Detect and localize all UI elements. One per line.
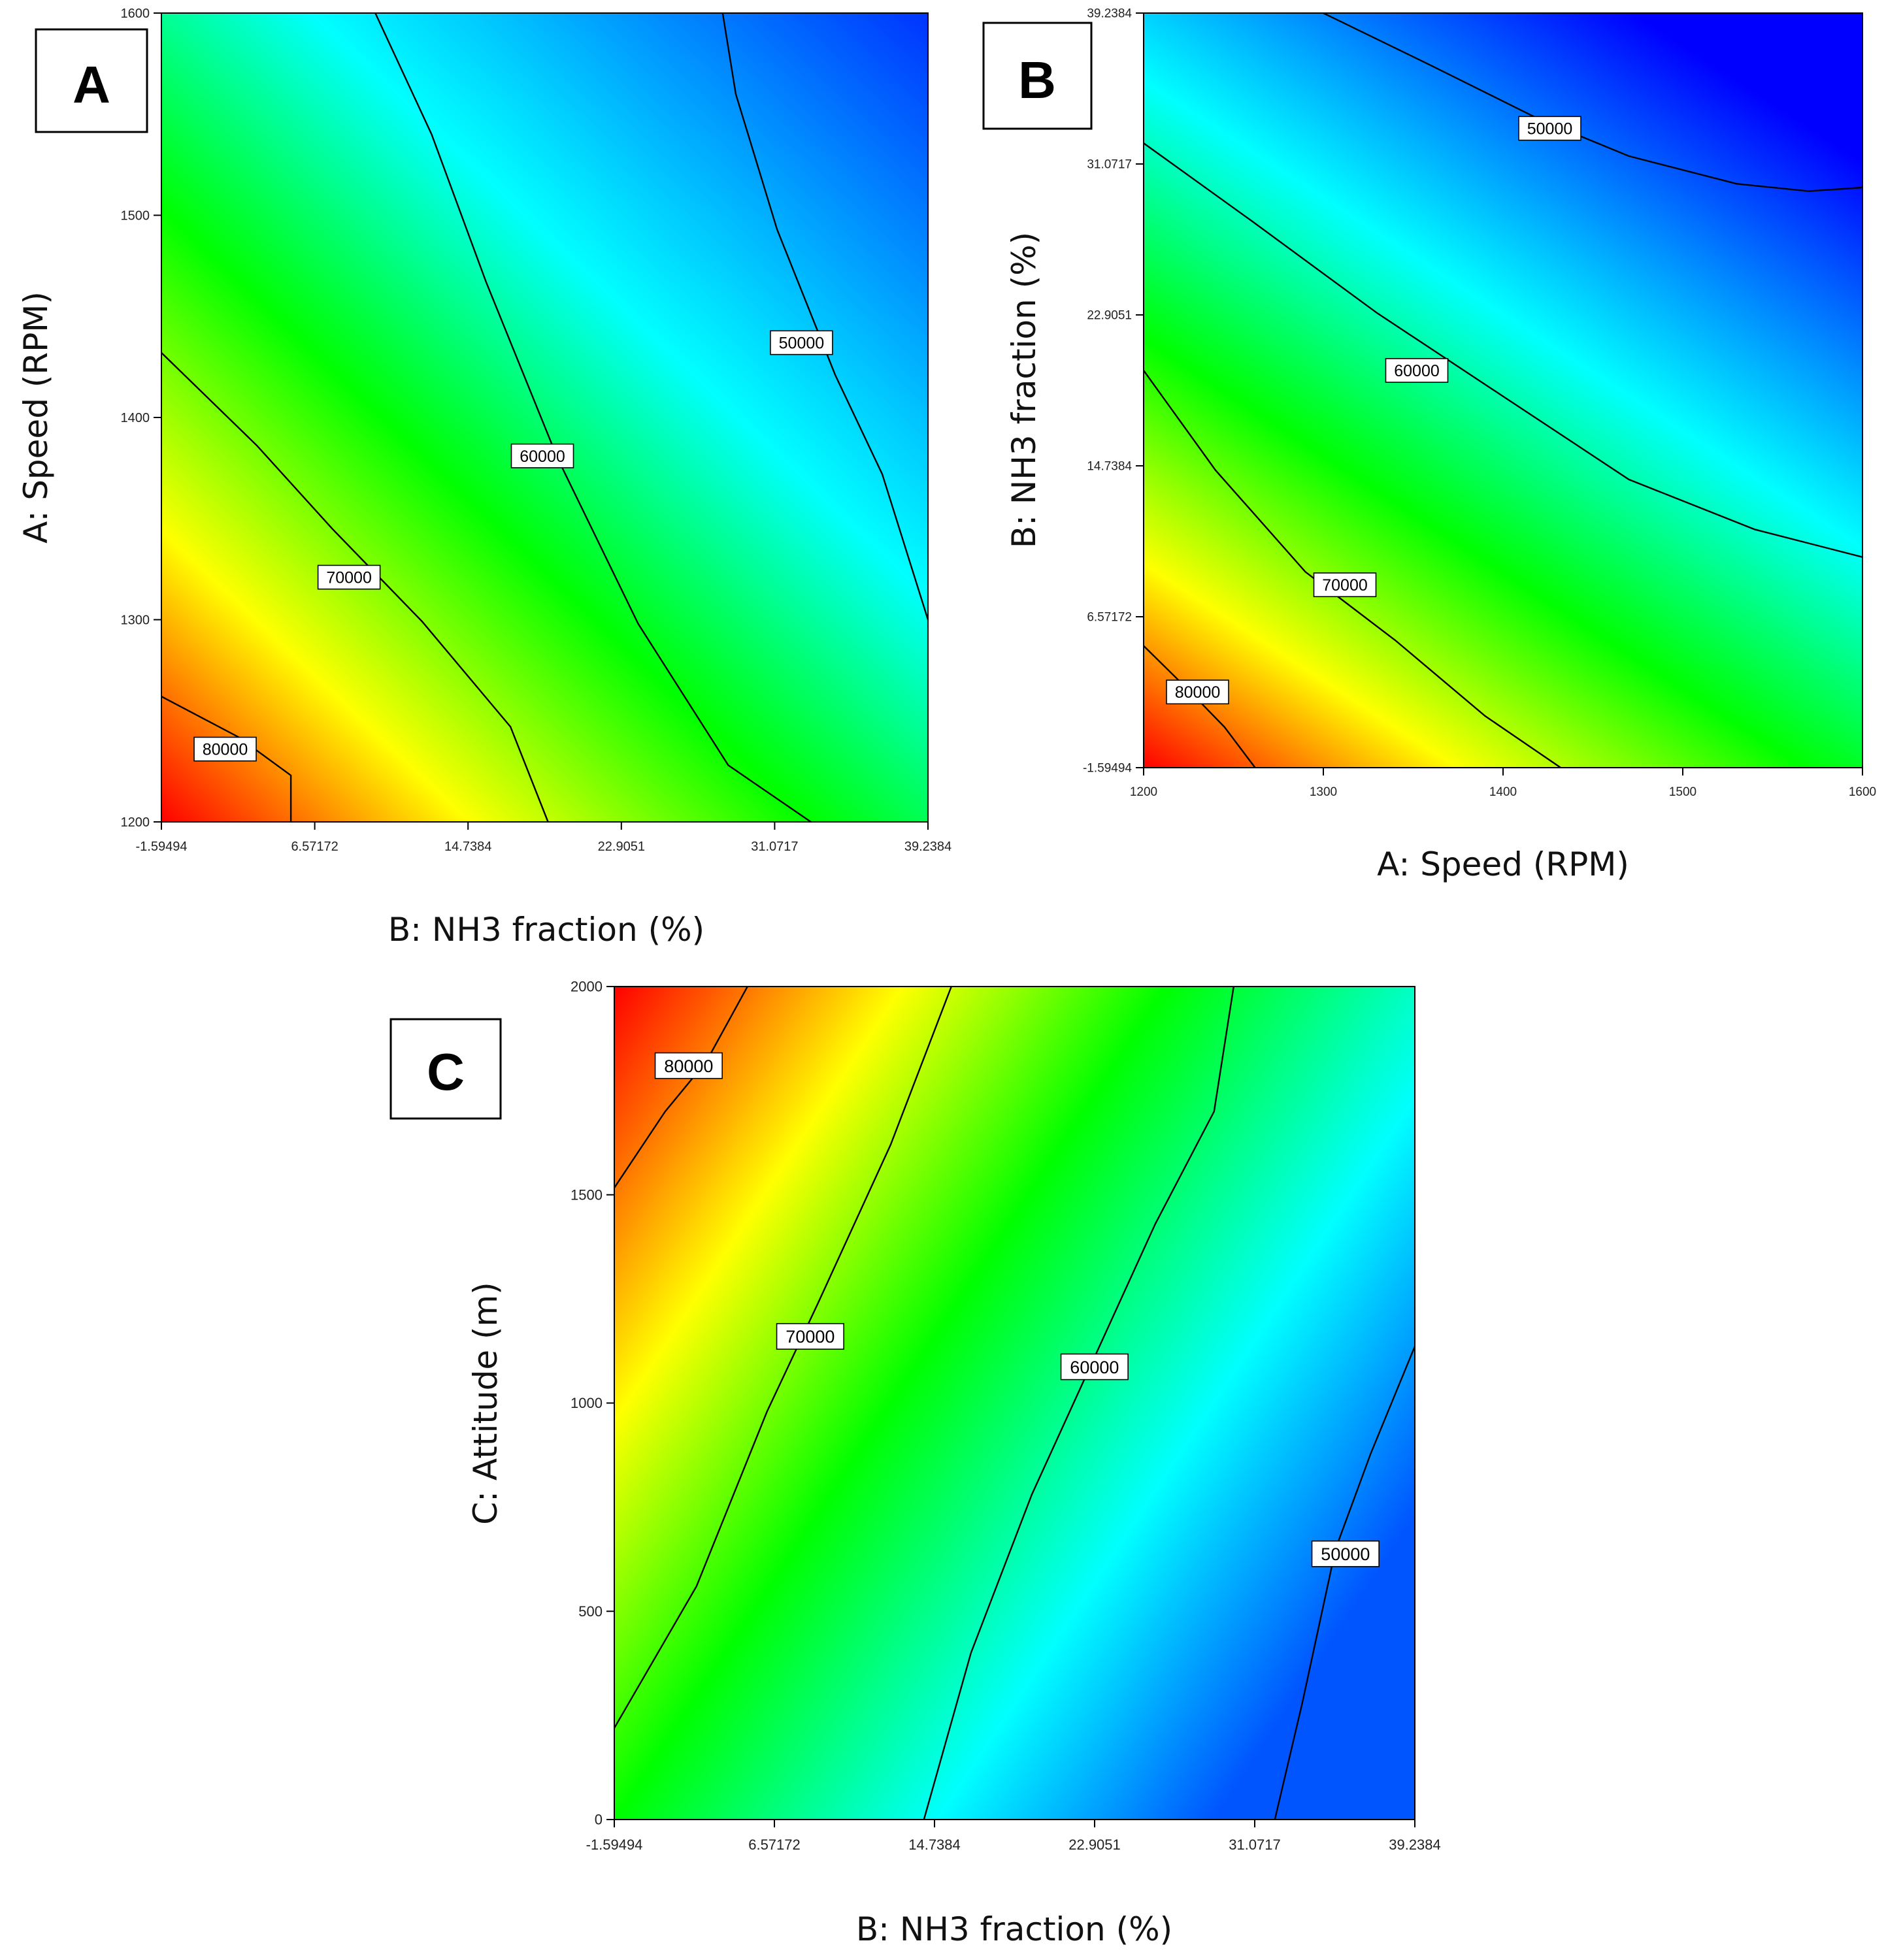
x-tick-label: 1500 [1669, 785, 1696, 799]
panel-tag-box-c [389, 1018, 502, 1120]
y-tick-label: 1500 [571, 1186, 603, 1203]
contour-label-50000: 50000 [1321, 1544, 1370, 1564]
contour-label-60000: 60000 [1070, 1358, 1119, 1377]
x-tick-label: -1.59494 [586, 1837, 643, 1853]
contour-label-box-50000 [770, 330, 833, 355]
y-tick-label: 500 [578, 1603, 603, 1620]
x-tick-label: 6.57172 [291, 840, 338, 854]
y-tick-label: 1200 [121, 815, 150, 830]
x-tick-label: 14.7384 [444, 840, 491, 854]
contour-line-60000 [1143, 142, 1863, 558]
x-tick-label: 31.0717 [751, 840, 798, 854]
contour-label-70000: 70000 [1322, 576, 1368, 595]
x-axis-label-c: B: NH3 fraction (%) [856, 1910, 1172, 1948]
contour-labels-c: 80000 70000 60000 50000 [654, 1052, 1380, 1567]
contour-label-60000: 60000 [1394, 362, 1440, 380]
y-tick-label: 14.7384 [1087, 460, 1132, 474]
contour-label-box-80000 [1166, 679, 1229, 705]
panel-tag-box-a [35, 28, 148, 133]
panel-tag-c: C [427, 1043, 465, 1101]
contour-label-box-50000 [1311, 1540, 1380, 1567]
y-tick-label: 22.9051 [1087, 309, 1132, 323]
y-tick-label: 31.0717 [1087, 158, 1132, 172]
y-axis-ticks-a: 1200 1300 1400 1500 1600 [121, 7, 161, 830]
contour-label-box-70000 [1313, 572, 1377, 598]
panel-c: -1.59494 6.57172 14.7384 22.9051 31.0717 39.2… [389, 979, 1441, 1948]
y-axis-label-b: B: NH3 fraction (%) [1005, 232, 1043, 548]
panel-tag-b: B [1018, 51, 1056, 109]
heatmap-surface-a [161, 13, 928, 822]
contour-label-box-50000 [1518, 116, 1581, 141]
x-tick-label: -1.59494 [136, 840, 188, 854]
contour-label-50000: 50000 [1527, 120, 1573, 138]
contour-labels-a: 80000 70000 60000 50000 [193, 330, 833, 762]
panel-tag-box-b [982, 22, 1093, 130]
contour-label-box-80000 [654, 1052, 723, 1079]
y-tick-label: 1000 [571, 1395, 603, 1411]
y-tick-label: 0 [595, 1812, 603, 1828]
x-tick-label: 39.2384 [1389, 1837, 1441, 1853]
contour-line-50000 [1323, 12, 1863, 192]
heatmap-surface-c [614, 987, 1415, 1820]
y-tick-label: 2000 [571, 979, 603, 995]
contour-label-box-70000 [776, 1323, 844, 1350]
x-axis-ticks-c: -1.59494 6.57172 14.7384 22.9051 31.0717 39.2… [586, 1820, 1441, 1853]
y-tick-label: 1500 [121, 209, 150, 223]
y-tick-label: 1300 [121, 613, 150, 628]
heatmap-surface-b [1144, 13, 1862, 768]
y-axis-ticks-b: -1.59494 6.57172 14.7384 22.9051 31.0717 39.2… [1083, 7, 1144, 776]
y-axis-label-a: A: Speed (RPM) [17, 291, 55, 544]
contour-label-box-60000 [510, 443, 574, 468]
x-tick-label: 39.2384 [904, 840, 951, 854]
x-axis-ticks-a: -1.59494 6.57172 14.7384 22.9051 31.0717 39.2… [136, 822, 951, 854]
contour-line-70000 [614, 986, 952, 1729]
y-tick-label: 6.57172 [1087, 611, 1132, 625]
contour-label-80000: 80000 [1175, 683, 1221, 702]
contour-line-80000 [161, 696, 292, 822]
panel-tag-a: A [73, 56, 110, 114]
contour-lines-c [614, 986, 1416, 1820]
x-tick-label: 6.57172 [748, 1837, 801, 1853]
contour-label-50000: 50000 [779, 334, 825, 352]
y-tick-label: 39.2384 [1087, 7, 1132, 21]
x-tick-label: 31.0717 [1229, 1837, 1281, 1853]
x-tick-label: 1400 [1489, 785, 1517, 799]
contour-label-70000: 70000 [786, 1327, 835, 1347]
contour-label-70000: 70000 [326, 569, 372, 587]
contour-line-70000 [1143, 370, 1561, 768]
x-tick-label: 22.9051 [1068, 1837, 1121, 1853]
contour-label-60000: 60000 [520, 448, 565, 466]
y-axis-label-c: C: Attitude (m) [467, 1282, 505, 1524]
x-axis-label-b: A: Speed (RPM) [1377, 845, 1629, 883]
y-tick-label: 1400 [121, 411, 150, 425]
contour-label-box-60000 [1060, 1353, 1129, 1380]
x-tick-label: 1300 [1310, 785, 1337, 799]
contour-label-box-70000 [317, 564, 381, 590]
contour-labels-b: 80000 70000 60000 50000 [1166, 116, 1581, 705]
panel-a: -1.59494 6.57172 14.7384 22.9051 31.0717 39.2… [17, 7, 951, 949]
y-axis-ticks-c: 0 500 1000 1500 2000 [571, 979, 614, 1828]
contour-lines-b [1143, 12, 1863, 768]
panel-b: 1200 1300 1400 1500 1600 -1.59494 6.57172 14.7… [982, 7, 1876, 883]
contour-line-80000 [614, 986, 748, 1188]
contour-label-80000: 80000 [203, 741, 248, 759]
contour-line-50000 [721, 12, 929, 620]
y-tick-label: -1.59494 [1083, 762, 1132, 776]
contour-label-box-80000 [193, 736, 257, 762]
x-tick-label: 1600 [1849, 785, 1876, 799]
y-tick-label: 1600 [121, 7, 150, 21]
x-axis-label-a: B: NH3 fraction (%) [388, 911, 704, 949]
x-tick-label: 1200 [1130, 785, 1157, 799]
x-tick-label: 14.7384 [908, 1837, 961, 1853]
contour-label-box-60000 [1385, 358, 1449, 383]
x-tick-label: 22.9051 [598, 840, 645, 854]
x-axis-ticks-b: 1200 1300 1400 1500 1600 [1130, 768, 1876, 799]
contour-label-80000: 80000 [664, 1056, 713, 1076]
contour-line-80000 [1143, 645, 1256, 768]
